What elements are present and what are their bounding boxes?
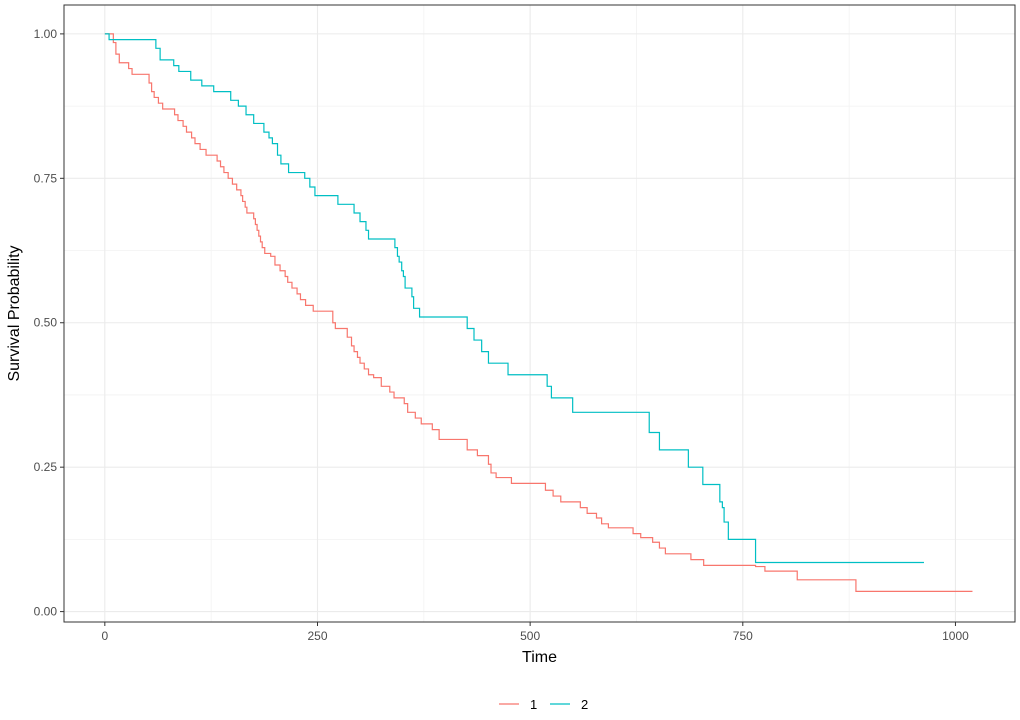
x-tick-label: 0	[101, 629, 108, 643]
series-line-1	[104, 33, 973, 592]
y-axis-title: Survival Probability	[6, 245, 23, 381]
y-tick-label: 0.75	[34, 171, 58, 185]
x-tick-label: 750	[733, 629, 753, 643]
legend-label-1: 1	[530, 697, 537, 712]
x-axis: 0 250 500 750 1000	[101, 622, 969, 643]
x-axis-title: Time	[522, 649, 557, 666]
grid-minor	[64, 5, 1015, 622]
y-tick-label: 0.50	[34, 316, 58, 330]
grid-major	[64, 5, 1015, 622]
y-tick-label: 1.00	[34, 27, 58, 41]
legend-label-2: 2	[581, 697, 588, 712]
plot-panel-border	[63, 4, 1016, 623]
y-tick-label: 0.25	[34, 460, 58, 474]
x-tick-label: 1000	[942, 629, 969, 643]
y-tick-label: 0.00	[34, 605, 58, 619]
series-layer	[104, 33, 973, 592]
y-axis: 0.00 0.25 0.50 0.75 1.00	[34, 27, 64, 619]
x-tick-label: 250	[307, 629, 327, 643]
series-line-2	[104, 33, 924, 564]
x-tick-label: 500	[520, 629, 540, 643]
